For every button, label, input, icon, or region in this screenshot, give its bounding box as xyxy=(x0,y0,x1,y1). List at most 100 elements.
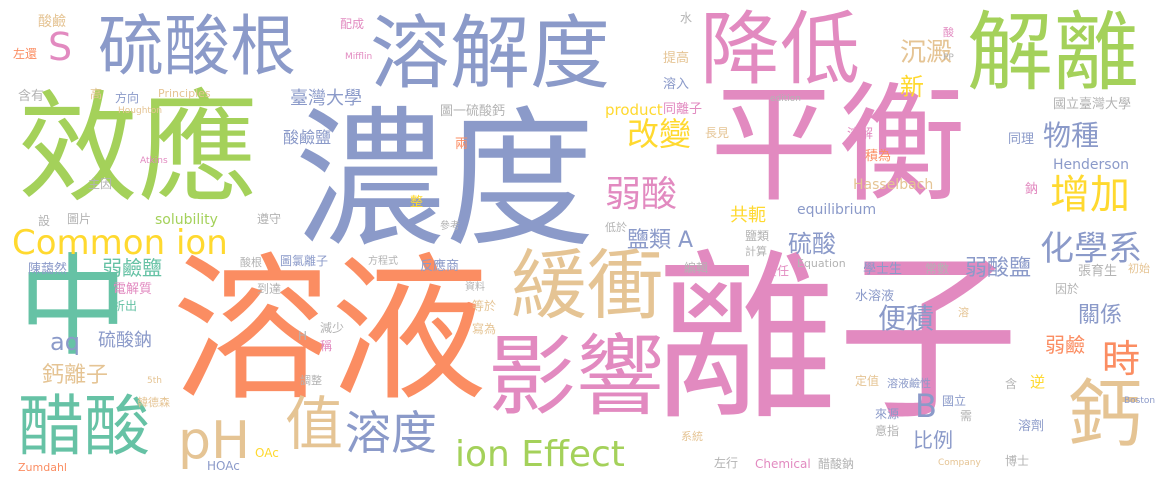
cloud-word: product xyxy=(605,101,663,119)
cloud-word: 等於 xyxy=(472,299,497,313)
cloud-word: 責任 xyxy=(765,264,790,278)
cloud-word: H xyxy=(298,329,308,343)
cloud-word: 電解質 xyxy=(113,282,153,297)
cloud-word: 影響 xyxy=(488,325,665,428)
cloud-word: Zumdahl xyxy=(18,461,67,474)
cloud-word: 平衡 xyxy=(710,71,967,220)
cloud-word: 值 xyxy=(285,390,344,458)
cloud-word: 來源 xyxy=(875,407,900,421)
cloud-word: 解離 xyxy=(967,3,1139,103)
cloud-word: Equation xyxy=(797,257,846,270)
cloud-word: 含有 xyxy=(18,89,45,104)
cloud-word: 比例 xyxy=(913,428,953,452)
cloud-word: 酸鹼鹽 xyxy=(283,128,332,147)
cloud-word: 硫酸鈉 xyxy=(98,330,152,351)
cloud-word: 弱酸鹽 xyxy=(965,256,1032,281)
cloud-word: 鹽類 A xyxy=(627,228,694,253)
cloud-word: 緩衝 xyxy=(511,241,663,330)
cloud-word: equilibrium xyxy=(797,202,877,218)
cloud-word: 化學系 xyxy=(1040,229,1142,269)
cloud-word: 國立 xyxy=(942,394,967,408)
cloud-word: 長見 xyxy=(705,126,730,140)
cloud-word: 配成 xyxy=(340,17,365,31)
cloud-word: 調整 xyxy=(300,374,322,387)
cloud-word: Boston xyxy=(1124,396,1156,406)
cloud-word: 常數 xyxy=(925,262,950,276)
cloud-word: 酸 xyxy=(943,26,954,39)
cloud-word: solubility xyxy=(155,212,218,228)
cloud-word: 積為 xyxy=(865,149,892,164)
cloud-word: 臺灣大學 xyxy=(290,88,362,109)
cloud-word: 降低 xyxy=(700,3,860,96)
cloud-word: 溶劑 xyxy=(1018,419,1045,434)
cloud-word: 計算 xyxy=(745,245,767,258)
cloud-word: edition xyxy=(770,94,801,104)
cloud-word: 定值 xyxy=(855,374,880,388)
cloud-word: 到達 xyxy=(257,282,282,296)
cloud-word: 物種 xyxy=(1043,119,1100,152)
cloud-word: Company xyxy=(938,458,981,468)
cloud-word: Common ion xyxy=(12,223,228,263)
cloud-word: 陳藹然 xyxy=(28,262,68,277)
cloud-word: 時 xyxy=(1102,337,1141,381)
cloud-word: 關係 xyxy=(1078,303,1123,328)
cloud-word: 析出 xyxy=(113,299,138,313)
cloud-word: 高 xyxy=(90,87,103,101)
cloud-word: 酸鹼 xyxy=(38,14,66,30)
cloud-word: pH xyxy=(178,411,251,471)
cloud-word: 圖氯離子 xyxy=(280,254,329,268)
cloud-word: 溶度 xyxy=(345,406,437,460)
cloud-word: 編輯 xyxy=(684,261,709,275)
cloud-word: 參考 xyxy=(440,221,460,232)
cloud-word: 硫酸根 xyxy=(98,8,296,85)
cloud-word: aq xyxy=(50,328,80,356)
cloud-word: 左行 xyxy=(714,456,739,470)
cloud-word: Hasselbach xyxy=(853,177,934,193)
cloud-word: 稱 xyxy=(320,339,333,353)
cloud-word: 方程式 xyxy=(368,256,398,267)
cloud-word: 資料 xyxy=(465,282,485,293)
cloud-word: 減少 xyxy=(320,321,345,335)
cloud-word: Atkins xyxy=(140,156,168,166)
cloud-word: 方向 xyxy=(115,91,140,105)
cloud-word: 圖片 xyxy=(67,212,92,226)
cloud-word: 兩 xyxy=(455,137,469,152)
cloud-word: 增加 xyxy=(1050,172,1130,218)
cloud-word: 弱鹼鹽 xyxy=(102,256,162,280)
cloud-word: 5th xyxy=(147,376,162,386)
cloud-word: Chemical xyxy=(755,457,811,471)
cloud-word: 水 xyxy=(680,11,693,25)
cloud-word: 弱酸 xyxy=(605,174,678,215)
cloud-word: 便積 xyxy=(878,302,935,335)
cloud-word: S xyxy=(48,25,73,69)
cloud-word: 中 xyxy=(18,243,128,371)
cloud-word: 醋酸鈉 xyxy=(818,457,855,471)
cloud-word: PP xyxy=(943,53,954,63)
cloud-word: 學士生 xyxy=(863,262,903,277)
cloud-word: 寫為 xyxy=(472,322,497,336)
cloud-word: 溶解 xyxy=(847,127,874,142)
cloud-word: 遵守 xyxy=(257,212,282,226)
cloud-word: 博士 xyxy=(1005,454,1030,468)
cloud-word: 溶液鹼性 xyxy=(887,377,931,390)
cloud-word: 離子 xyxy=(655,233,1019,445)
cloud-word: 主因 xyxy=(88,177,113,191)
cloud-word: ion Effect xyxy=(455,434,625,475)
cloud-word: 共軛 xyxy=(730,205,766,226)
cloud-word: 提高 xyxy=(663,51,690,66)
cloud-word: 逆 xyxy=(1030,373,1046,391)
cloud-word: Mifflin xyxy=(345,52,373,62)
cloud-word: 低於 xyxy=(605,221,627,234)
cloud-word: 初始 xyxy=(1128,262,1150,275)
cloud-word: 弱鹼 xyxy=(1045,333,1085,357)
cloud-word: 酸根 xyxy=(240,256,262,269)
cloud-word: B xyxy=(915,387,937,425)
cloud-word: 鹽類 xyxy=(745,229,770,243)
cloud-word: 左還 xyxy=(13,47,38,61)
cloud-word: 水溶液 xyxy=(855,289,895,304)
cloud-word: 系統 xyxy=(681,430,703,443)
cloud-word: 溶解度 xyxy=(370,7,610,100)
cloud-word: 新 xyxy=(900,73,924,101)
cloud-word: 設 xyxy=(38,214,51,228)
